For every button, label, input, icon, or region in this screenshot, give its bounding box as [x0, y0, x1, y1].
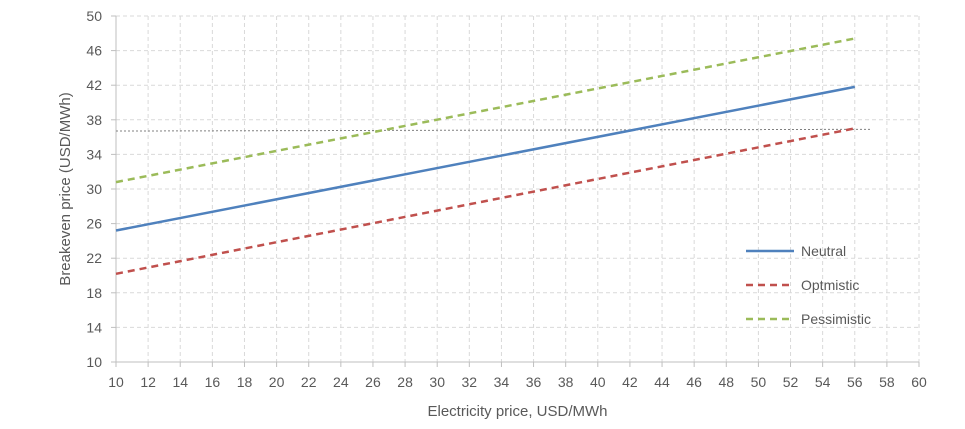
series-lines — [115, 37, 856, 276]
series-line-optmistic — [115, 127, 856, 276]
x-tick-label: 52 — [783, 374, 799, 390]
x-tick-label: 38 — [558, 374, 574, 390]
x-tick-label: 48 — [718, 374, 734, 390]
x-tick-label: 24 — [333, 374, 349, 390]
x-tick-label: 22 — [301, 374, 317, 390]
x-tick-label: 12 — [140, 374, 156, 390]
x-tick-label: 14 — [172, 374, 188, 390]
x-tick-label: 28 — [397, 374, 413, 390]
x-tick-label: 30 — [429, 374, 445, 390]
x-tick-label: 58 — [879, 374, 895, 390]
y-tick-label: 18 — [86, 285, 102, 301]
y-tick-label: 26 — [86, 216, 102, 232]
y-tick-label: 30 — [86, 181, 102, 197]
x-tick-label: 44 — [654, 374, 670, 390]
legend-label-optmistic: Optmistic — [801, 277, 859, 293]
series-line-neutral — [115, 85, 856, 232]
x-tick-label: 40 — [590, 374, 606, 390]
legend: Neutral Optmistic Pessimistic — [746, 243, 871, 327]
y-tick-label: 34 — [86, 146, 102, 162]
x-tick-label: 42 — [622, 374, 638, 390]
series-line-pessimistic — [115, 37, 856, 184]
x-tick-label: 46 — [686, 374, 702, 390]
y-tick-label: 50 — [86, 8, 102, 24]
x-tick-label: 54 — [815, 374, 831, 390]
x-axis-title: Electricity price, USD/MWh — [427, 403, 607, 420]
x-tick-label: 34 — [494, 374, 510, 390]
y-tick-label: 46 — [86, 43, 102, 59]
y-tick-label: 42 — [86, 77, 102, 93]
reference-line — [115, 128, 871, 132]
x-tick-label: 26 — [365, 374, 381, 390]
x-tick-label: 32 — [462, 374, 478, 390]
reference-lines — [115, 128, 871, 132]
x-tick-label: 56 — [847, 374, 863, 390]
legend-label-neutral: Neutral — [801, 243, 846, 259]
x-tick-label: 60 — [911, 374, 927, 390]
x-tick-label: 10 — [108, 374, 124, 390]
grid — [116, 15, 920, 362]
y-axis-title: Breakeven price (USD/MWh) — [57, 92, 74, 285]
x-tick-label: 18 — [237, 374, 253, 390]
y-tick-label: 22 — [86, 250, 102, 266]
legend-label-pessimistic: Pessimistic — [801, 311, 871, 327]
y-tick-labels: 10 14 18 22 26 30 34 38 42 46 50 — [86, 8, 102, 370]
x-tick-label: 36 — [526, 374, 542, 390]
y-tick-label: 10 — [86, 354, 102, 370]
axes — [111, 15, 920, 367]
x-tick-labels: 10 12 14 16 18 20 22 24 26 28 30 32 34 36 38 40 42 44 46 48… — [108, 374, 927, 390]
x-tick-label: 50 — [751, 374, 767, 390]
y-tick-label: 14 — [86, 319, 102, 335]
x-tick-label: 16 — [205, 374, 221, 390]
x-tick-label: 20 — [269, 374, 285, 390]
y-tick-label: 38 — [86, 112, 102, 128]
